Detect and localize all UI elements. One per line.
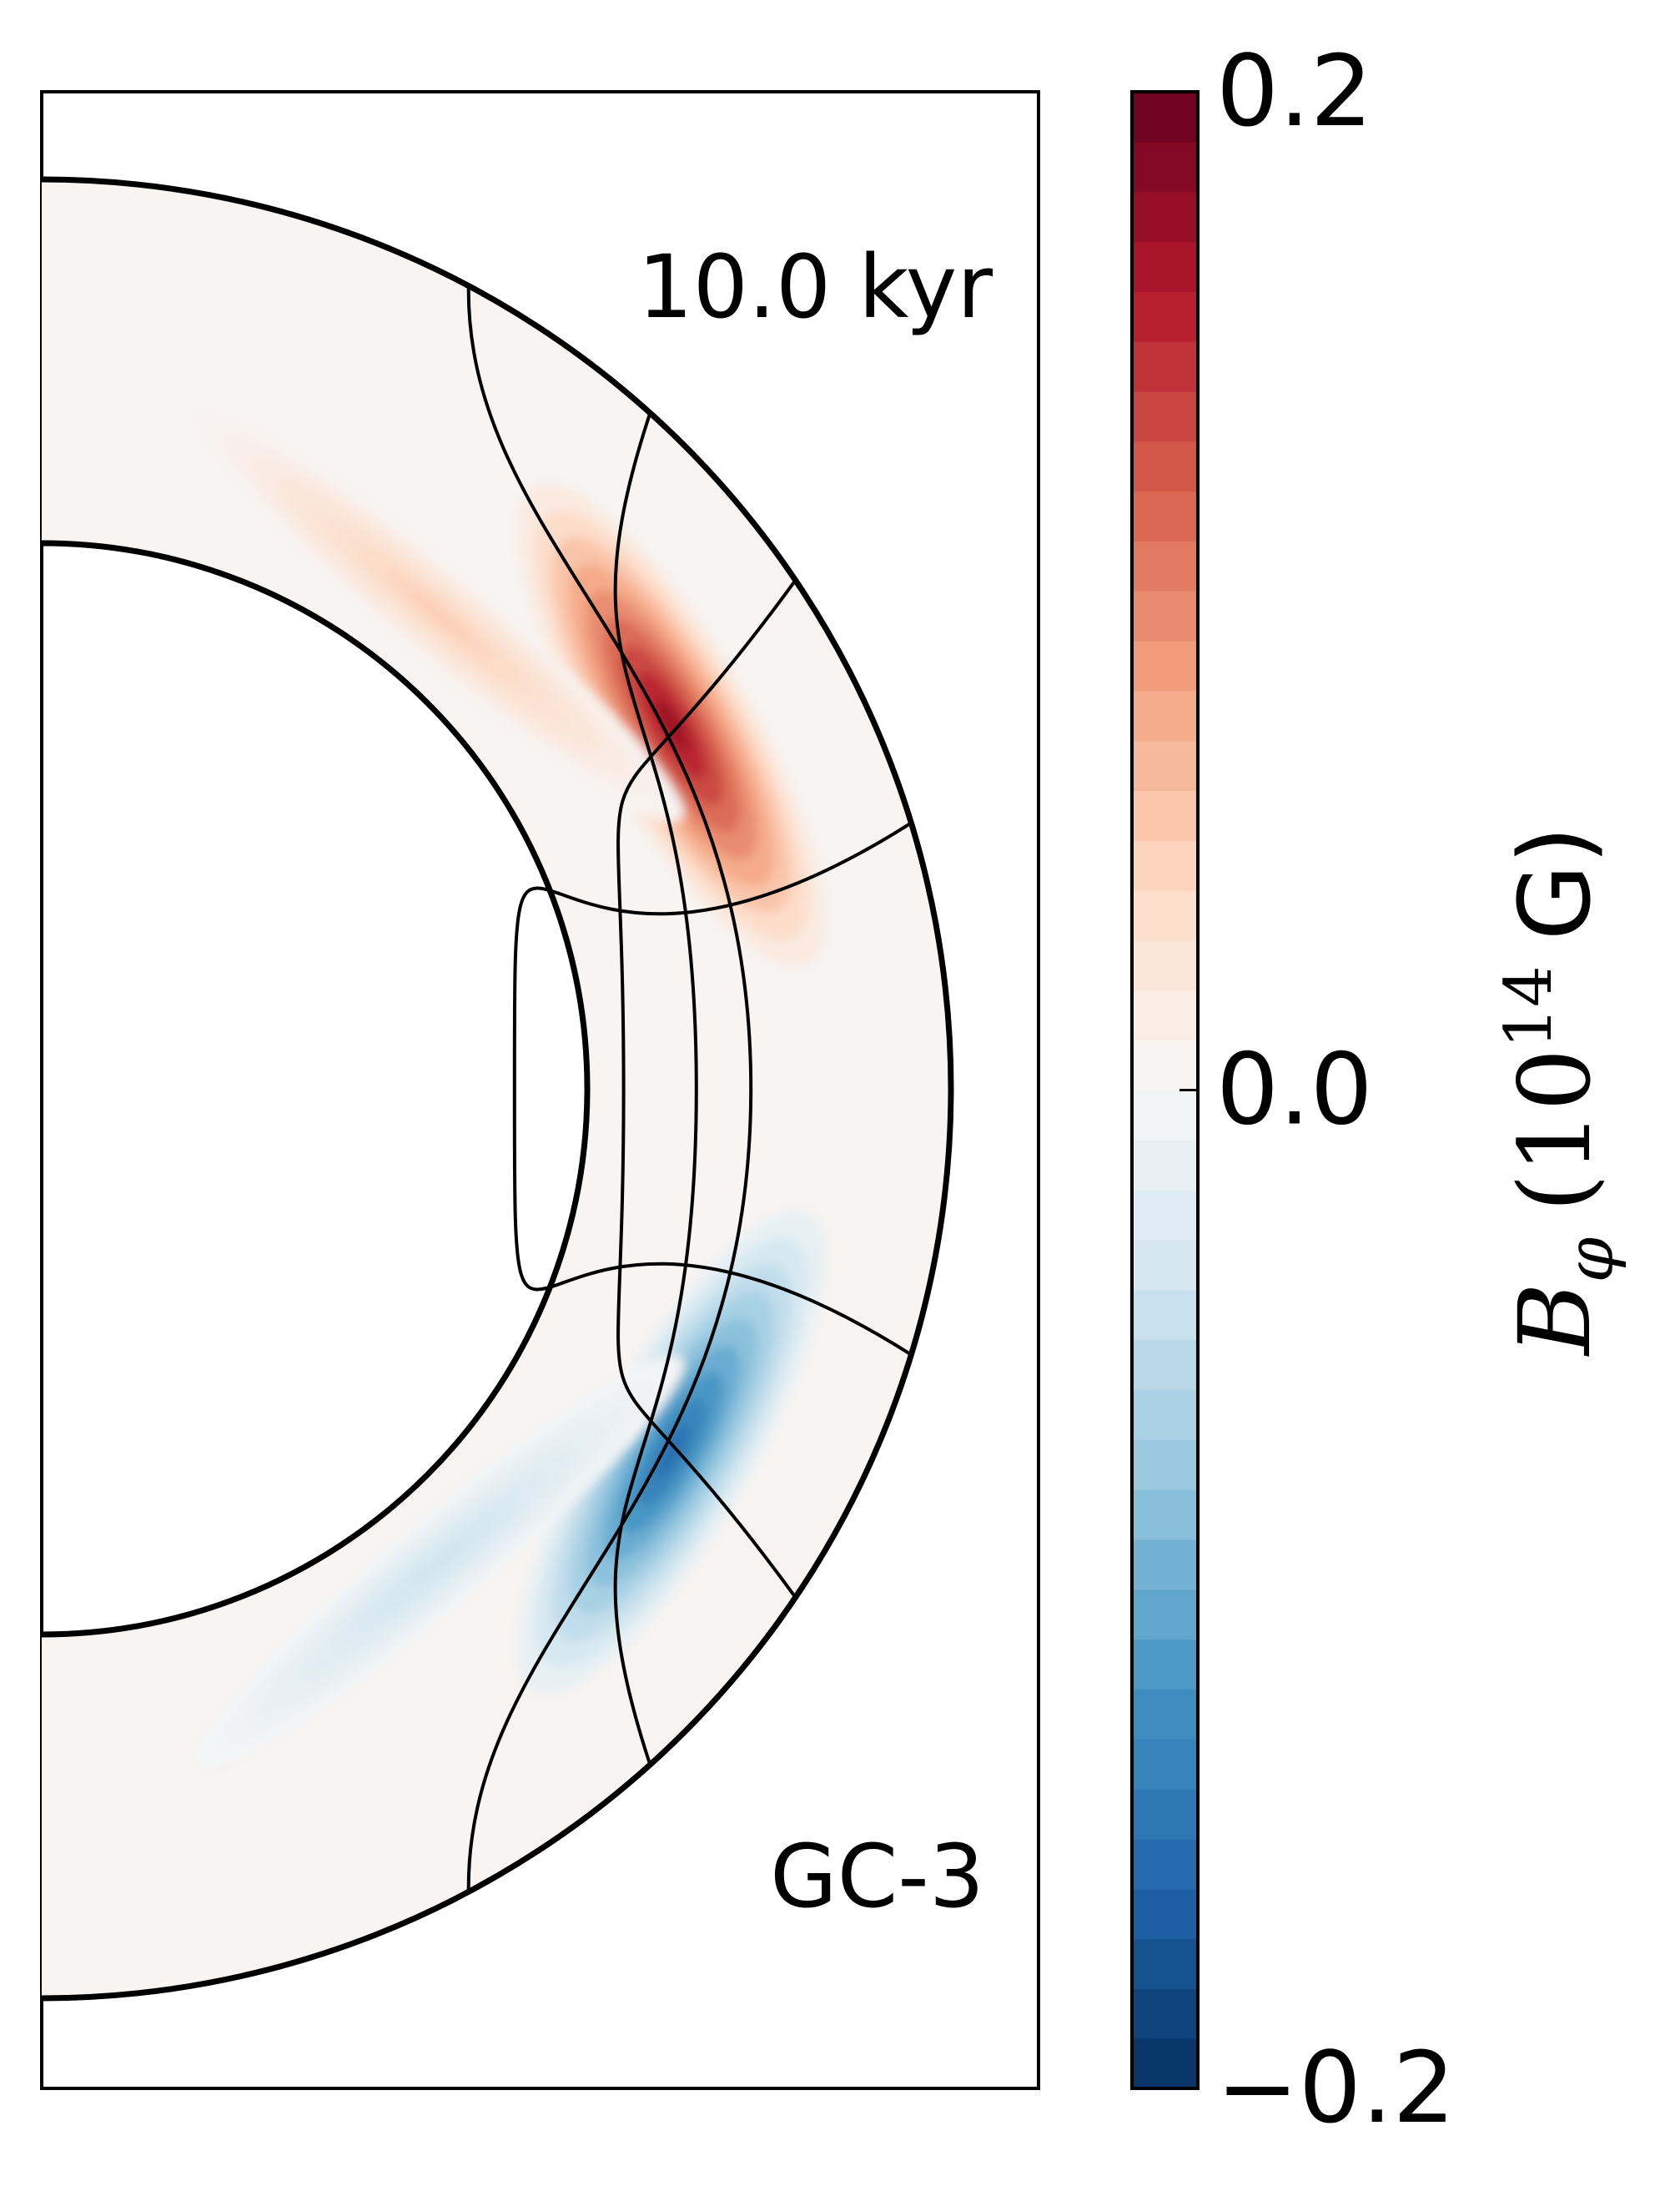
svg-text:Bφ(1014G): Bφ (1014 G) — [1491, 826, 1628, 1357]
colorbar-tick-label: 0.0 — [1216, 1032, 1373, 1147]
label-units-exp: 14 — [1491, 965, 1567, 1048]
colorbar-band — [1132, 1739, 1198, 1790]
label-units-close: G) — [1497, 826, 1612, 940]
field-line — [466, 285, 753, 1892]
field-line — [512, 821, 913, 1357]
colorbar-band — [1132, 690, 1198, 742]
outer-boundary — [41, 176, 954, 2002]
colorbar-band — [1132, 241, 1198, 292]
label-symbol: B — [1497, 1282, 1612, 1357]
bphi-field — [42, 179, 951, 1998]
field-contour — [411, 592, 467, 638]
colorbar-band — [1132, 1589, 1198, 1640]
colorbar-tick-label: −0.2 — [1216, 2030, 1456, 2145]
colorbar-band — [1132, 1439, 1198, 1490]
colorbar-band — [1132, 1789, 1198, 1840]
colorbar-band — [1132, 441, 1198, 492]
colorbar-label: Bφ (1014 G) — [1491, 826, 1628, 1357]
field-contour — [654, 1425, 689, 1480]
colorbar-band — [1132, 2038, 1198, 2089]
colorbar: 0.2 0.0 −0.2 — [1130, 33, 1456, 2145]
colorbar-band — [1132, 1239, 1198, 1291]
colorbar-band — [1132, 940, 1198, 991]
model-annotation: GC-3 — [770, 1826, 984, 1927]
colorbar-band — [1132, 341, 1198, 392]
colorbar-band — [1132, 141, 1198, 193]
colorbar-band — [1132, 840, 1198, 891]
shell-background — [42, 179, 951, 1998]
field-lines — [466, 285, 913, 1892]
colorbar-band — [1132, 541, 1198, 592]
colorbar-band — [1132, 1289, 1198, 1341]
colorbar-band — [1132, 740, 1198, 792]
colorbar-band — [1132, 641, 1198, 692]
colorbar-band — [1132, 1190, 1198, 1241]
colorbar-band — [1132, 1938, 1198, 1989]
colorbar-band — [1132, 1838, 1198, 1890]
colorbar-band — [1132, 191, 1198, 243]
plot-frame — [40, 90, 1040, 2090]
colorbar-band — [1132, 1888, 1198, 1940]
colorbar-tick-label: 0.2 — [1216, 33, 1373, 149]
time-annotation: 10.0 kyr — [638, 236, 993, 338]
colorbar-band — [1132, 1040, 1198, 1091]
colorbar-band — [1132, 1389, 1198, 1440]
colorbar-band — [1132, 92, 1198, 143]
colorbar-band — [1132, 1689, 1198, 1740]
colorbar-band — [1132, 491, 1198, 542]
field-contour — [411, 1539, 467, 1586]
colorbar-band — [1132, 1339, 1198, 1391]
colorbar-band — [1132, 591, 1198, 642]
field-contour — [654, 698, 689, 753]
colorbar-band — [1132, 291, 1198, 342]
colorbar-band — [1132, 890, 1198, 941]
colorbar-band — [1132, 1639, 1198, 1690]
colorbar-band — [1132, 390, 1198, 442]
inner-boundary — [41, 540, 591, 1638]
colorbar-band — [1132, 990, 1198, 1041]
colorbar-band — [1132, 1140, 1198, 1191]
colorbar-band — [1132, 1489, 1198, 1540]
field-line — [613, 412, 698, 1765]
colorbar-band — [1132, 1539, 1198, 1590]
colorbar-band — [1132, 1988, 1198, 2039]
colorbar-band — [1132, 790, 1198, 841]
label-units-open: (10 — [1497, 1049, 1612, 1212]
label-subscript: φ — [1553, 1237, 1628, 1282]
field-line — [616, 579, 797, 1599]
colorbar-band — [1132, 1090, 1198, 1141]
